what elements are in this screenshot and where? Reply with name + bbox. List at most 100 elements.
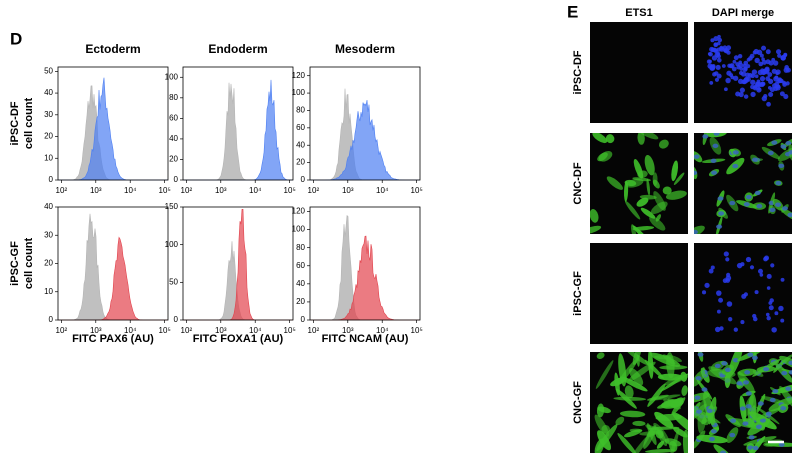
nucleus [706, 408, 713, 414]
nucleus [694, 154, 700, 159]
nucleus [766, 273, 772, 279]
nucleus [777, 53, 782, 58]
cell [605, 134, 615, 144]
x-tick-label: 10² [56, 186, 68, 195]
nucleus [717, 37, 723, 43]
panel-label: E [567, 2, 578, 21]
nucleus [769, 298, 774, 303]
nucleus [723, 47, 730, 54]
plot-frame [182, 206, 294, 321]
nucleus [735, 91, 741, 97]
y-tick-label: 60 [296, 261, 305, 270]
y-tick-label: 100 [165, 240, 179, 249]
nucleus [716, 57, 722, 63]
nucleus [757, 401, 764, 406]
x-tick-label: 10⁴ [249, 326, 262, 335]
nucleus [751, 69, 758, 75]
nucleus [729, 200, 736, 206]
nucleus [754, 190, 761, 196]
nucleus [771, 327, 777, 333]
nucleus [744, 370, 751, 375]
nucleus [765, 49, 771, 55]
nucleus [737, 53, 743, 59]
nucleus [711, 55, 718, 61]
x-tick-label: 10³ [342, 186, 354, 195]
nucleus [759, 81, 765, 88]
cell [647, 352, 654, 379]
x-tick-label: 10⁴ [249, 186, 262, 195]
nucleus [723, 251, 729, 257]
nucleus [754, 57, 760, 64]
micrograph-content [706, 34, 791, 107]
nucleus [694, 170, 698, 176]
nucleus [718, 211, 725, 216]
cell [650, 394, 681, 401]
y-tick-label: 40 [296, 140, 305, 149]
cell [624, 385, 634, 399]
y-tick-label: 80 [169, 93, 178, 102]
nucleus [761, 95, 767, 102]
nucleus [716, 309, 721, 314]
nucleus [778, 163, 785, 169]
micrograph [590, 243, 688, 344]
y-tick-label: 40 [169, 134, 178, 143]
y-tick-label: 120 [292, 71, 306, 80]
cell [620, 376, 648, 392]
x-tick-label: 10² [181, 326, 193, 335]
x-tick-label: 10³ [90, 326, 102, 335]
nucleus [757, 268, 763, 274]
plot-frame [309, 206, 421, 321]
cell [596, 352, 605, 359]
nucleus [772, 60, 779, 66]
y-tick-label: 20 [44, 259, 53, 268]
nucleus [752, 445, 759, 451]
nucleus [759, 273, 764, 277]
cell [639, 194, 657, 200]
nucleus [779, 78, 784, 84]
cell [655, 214, 662, 222]
nucleus [759, 418, 766, 423]
x-tick-label: 10⁵ [159, 186, 171, 195]
nucleus [730, 418, 737, 423]
cell [652, 179, 660, 189]
nucleus [754, 290, 759, 295]
micrograph-content [701, 251, 785, 333]
nucleus [732, 163, 739, 169]
row-label: CNC-DF [572, 162, 584, 204]
cell [632, 420, 646, 427]
row-label: CNC-GF [572, 381, 584, 424]
cell [639, 431, 661, 436]
row-label: cell count [23, 97, 35, 149]
nucleus [750, 84, 755, 90]
cell [649, 216, 666, 231]
row-label: iPSC-DF [9, 101, 21, 145]
nucleus [780, 277, 785, 282]
nucleus [768, 91, 774, 98]
nucleus [746, 64, 751, 69]
micrograph [694, 243, 792, 344]
nucleus [750, 91, 756, 98]
x-tick-label: 10⁵ [411, 186, 423, 195]
nucleus [768, 305, 774, 311]
nucleus [745, 256, 752, 263]
nucleus [720, 450, 727, 453]
micrograph-content [694, 133, 792, 234]
nucleus [781, 370, 788, 376]
cell [681, 385, 688, 396]
nucleus [724, 87, 728, 92]
nucleus [713, 36, 719, 42]
micrograph-content [694, 352, 792, 453]
nucleus [775, 202, 782, 207]
nucleus [781, 206, 788, 211]
y-tick-label: 20 [44, 132, 53, 141]
nucleus [765, 59, 771, 65]
nucleus [710, 158, 717, 163]
cell [590, 208, 599, 223]
nucleus [739, 87, 745, 93]
nucleus [732, 357, 739, 363]
cell [601, 424, 611, 434]
cell [657, 429, 668, 447]
nucleus [721, 361, 728, 366]
y-tick-label: 50 [169, 277, 178, 286]
